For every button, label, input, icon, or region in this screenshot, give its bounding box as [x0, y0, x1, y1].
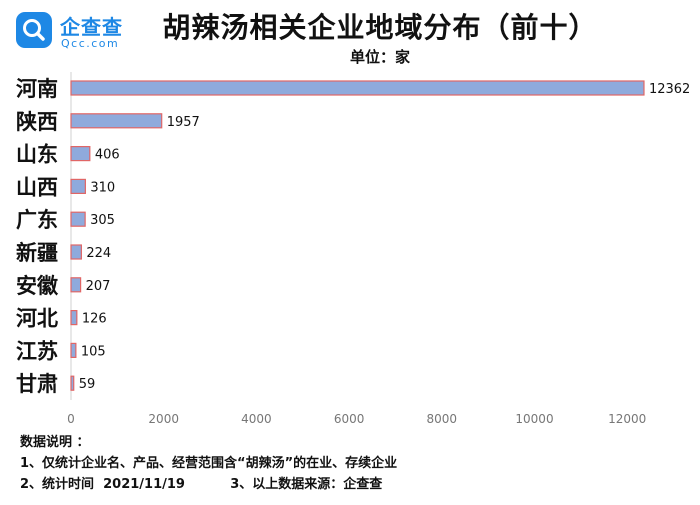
category-label: 甘肃 [16, 372, 58, 396]
bar [70, 145, 91, 162]
notes-line-2: 2、统计时间 2021/11/19 3、以上数据来源：企查查 [20, 477, 383, 492]
value-label: 105 [81, 344, 106, 359]
notes-line-1: 1、仅统计企业名、产品、经营范围含“胡辣汤”的在业、存续企业 [20, 456, 398, 471]
bar [70, 178, 86, 195]
logo-domain: Qcc.com [61, 37, 120, 50]
notes-heading: 数据说明 ： [20, 435, 90, 450]
x-tick-label: 10000 [515, 412, 553, 426]
value-label: 12362 [649, 82, 690, 97]
magnifier-logo-icon [16, 12, 52, 48]
category-label: 新疆 [16, 241, 58, 265]
x-tick-label: 0 [67, 412, 75, 426]
bar [70, 244, 82, 260]
category-label: 山西 [16, 175, 58, 199]
data-notes: 数据说明 ： 1、仅统计企业名、产品、经营范围含“胡辣汤”的在业、存续企业 2、… [20, 432, 397, 495]
bar [70, 310, 78, 326]
bar-chart: 河南 12362 陕西 1957 山东 406 山西 310 广东 305 新疆 224 安徽 207 河北… [16, 72, 690, 426]
bar [70, 342, 77, 358]
value-label: 305 [90, 213, 115, 228]
value-label: 224 [86, 246, 111, 261]
x-tick-label: 12000 [608, 412, 646, 426]
value-label: 126 [82, 312, 107, 327]
x-tick-label: 4000 [241, 412, 272, 426]
value-label: 310 [90, 180, 115, 195]
x-tick-label: 2000 [148, 412, 179, 426]
category-label: 广东 [16, 208, 58, 232]
category-label: 安徽 [16, 274, 59, 298]
bar [70, 211, 86, 227]
category-label: 河北 [16, 307, 58, 331]
value-label: 1957 [167, 115, 200, 130]
category-label: 陕西 [16, 110, 58, 134]
value-label: 59 [79, 377, 96, 392]
category-label: 河南 [16, 77, 58, 101]
logo-wordmark: 企查查 [60, 15, 123, 39]
bar [70, 375, 75, 391]
value-label: 406 [95, 148, 120, 163]
category-label: 江苏 [16, 339, 58, 363]
x-tick-label: 6000 [334, 412, 365, 426]
bar [70, 113, 163, 129]
qcc-logo: 企查查 Qcc.com [16, 10, 146, 52]
x-tick-label: 8000 [427, 412, 458, 426]
bar [70, 277, 82, 293]
chart-title: 胡辣汤相关企业地域分布（前十） [162, 11, 598, 44]
bar [70, 80, 645, 96]
unit-label: 单位：家 [349, 48, 410, 66]
category-label: 山东 [16, 143, 58, 167]
value-label: 207 [86, 279, 111, 294]
